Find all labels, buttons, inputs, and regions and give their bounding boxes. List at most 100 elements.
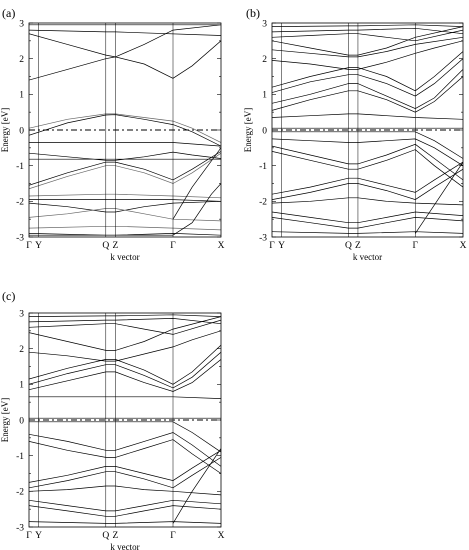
band-line-12 (29, 439, 221, 474)
band-line-18 (172, 147, 221, 220)
band-line-4 (29, 113, 221, 143)
band-line-15 (29, 485, 221, 496)
y-tick-label: 0 (262, 126, 267, 136)
band-line-8 (272, 69, 463, 109)
band-line-15 (29, 225, 221, 231)
y-tick-label: 1 (262, 91, 267, 101)
y-tick-label: 3 (19, 309, 24, 319)
band-line-1 (29, 318, 221, 325)
kpoint-label: Y (35, 531, 42, 541)
band-line-8 (29, 396, 221, 399)
kpoint-label: Z (355, 241, 361, 251)
band-line-14 (29, 457, 221, 489)
band-line-17 (29, 505, 221, 517)
x-axis-label: k vector (110, 542, 139, 550)
band-line-21 (272, 231, 463, 234)
band-line-10 (272, 113, 463, 120)
y-tick-label: 2 (19, 345, 24, 355)
bands (29, 314, 221, 524)
band-line-10 (29, 152, 221, 190)
band-line-17 (29, 183, 221, 236)
y-axis-label: Energy [eV] (0, 398, 10, 443)
band-line-0 (29, 314, 221, 317)
band-line-2 (272, 29, 463, 42)
y-tick-label: 3 (19, 19, 24, 29)
kpoint-label: Q (102, 531, 109, 541)
panel-label: (b) (246, 6, 260, 20)
x-axis-label: k vector (353, 252, 382, 262)
y-tick-label: 2 (262, 55, 267, 65)
band-line-18 (272, 197, 463, 206)
band-line-9 (272, 76, 463, 113)
y-tick-label: 2 (19, 55, 24, 65)
band-line-22 (415, 161, 463, 234)
kpoint-label: Γ (170, 531, 176, 541)
kpoint-label: Z (112, 241, 118, 251)
band-line-11 (29, 432, 221, 467)
kpoint-label: Y (278, 241, 285, 251)
band-line-12 (272, 131, 463, 159)
y-tick-label: 3 (262, 19, 267, 29)
bands (272, 24, 463, 234)
x-axis-label: k vector (110, 252, 139, 262)
kpoint-label: Q (345, 241, 352, 251)
band-line-17 (272, 168, 463, 200)
panel-label: (c) (2, 289, 15, 303)
band-line-16 (272, 161, 463, 195)
band-line-14 (29, 208, 221, 222)
y-tick-label: -2 (16, 198, 24, 208)
y-tick-label: -1 (259, 162, 267, 172)
band-line-2 (29, 24, 221, 58)
y-tick-label: 1 (19, 381, 24, 391)
y-tick-label: -3 (16, 233, 24, 243)
kpoint-label: Γ (170, 241, 176, 251)
band-line-11 (29, 193, 221, 199)
band-line-6 (272, 51, 463, 92)
band-line-2 (29, 319, 221, 335)
band-line-13 (29, 450, 221, 483)
band-line-7 (29, 151, 221, 161)
kpoint-label: Γ (26, 531, 32, 541)
y-tick-label: 0 (19, 126, 24, 136)
band-line-1 (29, 29, 221, 36)
band-line-7 (272, 58, 463, 97)
kpoint-label: X (460, 241, 467, 251)
band-line-4 (272, 36, 463, 58)
kpoint-label: Γ (26, 241, 32, 251)
band-line-6 (29, 142, 221, 147)
band-line-3 (29, 40, 221, 81)
band-line-5 (29, 114, 221, 147)
kpoint-label: Q (102, 241, 109, 251)
band-line-10 (29, 421, 221, 453)
kpoint-label: Z (112, 531, 118, 541)
band-line-18 (29, 521, 221, 524)
band-line-7 (29, 359, 221, 392)
band-line-6 (29, 351, 221, 389)
band-line-4 (29, 330, 221, 362)
band-line-14 (272, 143, 463, 181)
y-axis-label: Energy [eV] (243, 108, 253, 153)
y-tick-label: -3 (259, 233, 267, 243)
y-tick-label: -2 (259, 198, 267, 208)
band-line-20 (272, 217, 463, 229)
kpoint-label: X (218, 241, 225, 251)
band-line-5 (272, 40, 463, 70)
y-tick-label: 0 (19, 416, 24, 426)
band-line-12 (29, 199, 221, 202)
band-line-9 (29, 151, 221, 186)
kpoint-label: Γ (269, 241, 275, 251)
band-line-0 (272, 24, 463, 27)
kpoint-label: X (218, 531, 225, 541)
band-line-15 (272, 149, 463, 188)
kpoint-label: Γ (413, 241, 419, 251)
band-line-13 (272, 138, 463, 166)
y-tick-label: -1 (16, 452, 24, 462)
band-line-3 (29, 316, 221, 351)
band-line-19 (172, 448, 221, 524)
band-line-5 (29, 344, 221, 385)
y-tick-label: 1 (19, 91, 24, 101)
